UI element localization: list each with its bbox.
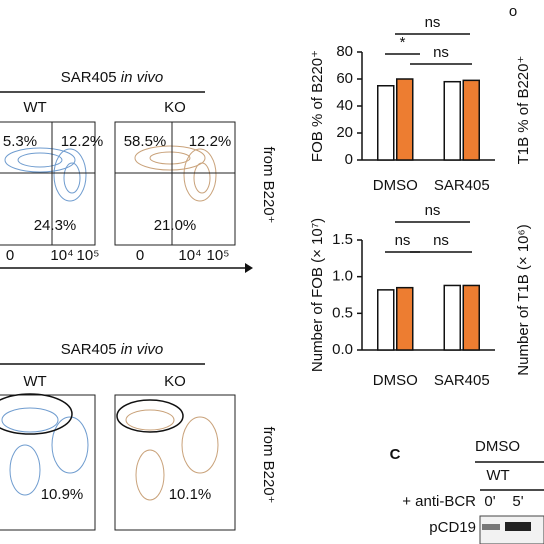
flow-plot <box>114 394 236 531</box>
gate-pct: 12.2% <box>189 133 232 150</box>
gate <box>116 399 184 433</box>
panel-letter: C <box>390 446 401 463</box>
blot-protein: pCD19 <box>429 519 476 536</box>
bar <box>443 80 461 161</box>
title-text: SAR405 <box>61 69 117 86</box>
blot-band <box>505 522 531 531</box>
bar <box>377 289 395 351</box>
y-tick-label: 1.5 <box>332 231 353 248</box>
gate-pct: 10.9% <box>41 486 84 503</box>
group-label: KO <box>164 99 186 116</box>
axis-tick: 10⁴ <box>178 247 201 264</box>
cut-label: Number of T1B (× 10⁶) <box>515 224 532 375</box>
title-italic: in vivo <box>121 341 164 358</box>
y-axis-label: Number of FOB (× 10⁷) <box>309 218 326 372</box>
x-tick-label: SAR405 <box>434 177 490 194</box>
flow-title: SAR405 in vivo <box>61 341 164 358</box>
y-tick-label: 0.5 <box>332 304 353 321</box>
blot-genotype: WT <box>486 467 509 484</box>
arrow-head <box>245 263 253 273</box>
flow-plot <box>0 394 96 531</box>
y-tick-label: 20 <box>336 124 353 141</box>
bar <box>443 284 461 351</box>
sig-label: ns <box>425 202 441 219</box>
gates <box>0 122 235 245</box>
contours <box>4 147 87 202</box>
y-tick-label: 0 <box>345 151 353 168</box>
blot-time: 0' <box>484 493 495 510</box>
sig-label: ns <box>433 44 449 61</box>
gate-pct: 5.3% <box>3 133 37 150</box>
gate-pct: 58.5% <box>124 133 167 150</box>
contours <box>125 409 219 501</box>
bar <box>396 286 414 351</box>
blot-stim: + anti-BCR <box>402 493 476 510</box>
gate-pct: 12.2% <box>61 133 104 150</box>
axis-tick: 10⁵ <box>77 247 100 264</box>
contours <box>1 407 89 496</box>
cut-label: T1B % of B220⁺ <box>515 56 532 165</box>
y-axis-label: FOB % of B220⁺ <box>309 50 326 162</box>
gate <box>0 393 73 435</box>
group-label: WT <box>23 373 46 390</box>
bar <box>462 79 480 161</box>
side-label: from B220⁺ <box>260 426 277 503</box>
axis-tick: 0 <box>6 247 14 264</box>
y-tick-label: 0.0 <box>332 341 353 358</box>
contours <box>134 145 217 202</box>
cut-text: o <box>509 3 517 20</box>
y-tick-label: 60 <box>336 70 353 87</box>
x-tick-label: DMSO <box>373 372 418 389</box>
y-tick-label: 80 <box>336 43 353 60</box>
axis-tick: 10⁵ <box>207 247 230 264</box>
x-tick-label: SAR405 <box>434 372 490 389</box>
gate-pct: 21.0% <box>154 217 197 234</box>
group-label: KO <box>164 373 186 390</box>
bar <box>377 85 395 161</box>
blot-time: 5' <box>512 493 523 510</box>
group-label: WT <box>23 99 46 116</box>
gate-pct: 24.3% <box>34 217 77 234</box>
sig-label: * <box>400 34 406 51</box>
flow-title: SAR405 in vivo <box>61 69 164 86</box>
title-italic: in vivo <box>121 69 164 86</box>
title-text: SAR405 <box>61 341 117 358</box>
sig-label: ns <box>395 232 411 249</box>
blot-treatment: DMSO <box>475 438 520 455</box>
side-label: from B220⁺ <box>260 146 277 223</box>
bar <box>396 78 414 161</box>
axis-tick: 10⁴ <box>50 247 73 264</box>
blot-band <box>482 524 500 530</box>
sig-label: ns <box>425 14 441 31</box>
y-tick-label: 40 <box>336 97 353 114</box>
x-tick-label: DMSO <box>373 177 418 194</box>
gate-pct: 10.1% <box>169 486 212 503</box>
axis-tick: 0 <box>136 247 144 264</box>
y-tick-label: 1.0 <box>332 268 353 285</box>
bar <box>462 284 480 351</box>
sig-label: ns <box>433 232 449 249</box>
